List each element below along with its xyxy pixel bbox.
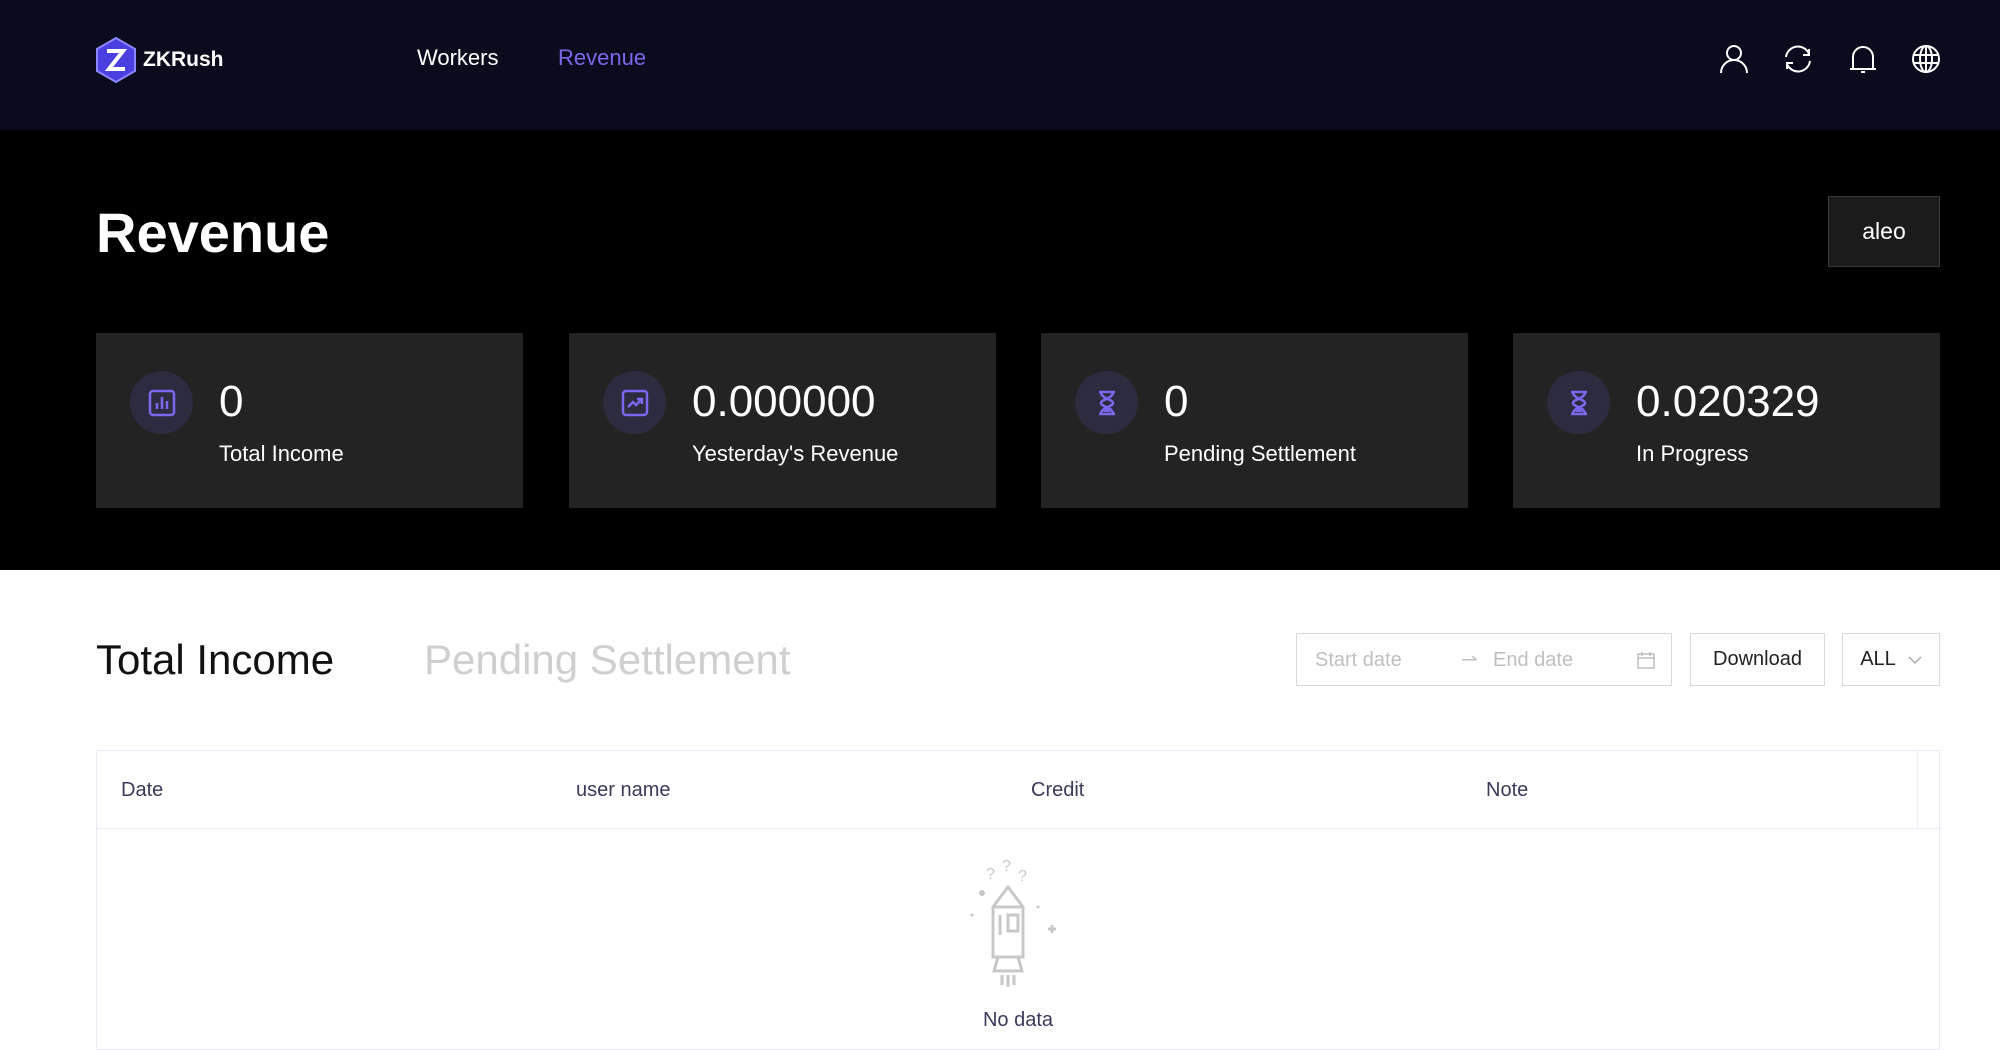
- bell-icon[interactable]: [1847, 43, 1879, 75]
- card-label: Total Income: [219, 441, 344, 466]
- date-range-picker[interactable]: Start date ⇀ End date: [1296, 633, 1672, 686]
- start-date-input[interactable]: Start date: [1315, 649, 1402, 671]
- page-title: Revenue: [96, 201, 330, 264]
- column-date: Date: [121, 779, 164, 801]
- bar-chart-icon: [148, 389, 175, 416]
- nav-revenue[interactable]: Revenue: [558, 45, 647, 70]
- tab-total-income[interactable]: Total Income: [96, 636, 335, 683]
- column-credit: Credit: [1031, 779, 1085, 801]
- logo[interactable]: ZKRush: [95, 37, 224, 83]
- card-value: 0.000000: [692, 377, 876, 426]
- summary-section: Revenue aleo 0 Total Income 0.000000 Yes…: [0, 130, 2000, 570]
- card-total-income: 0 Total Income: [96, 333, 523, 508]
- table-header: Date user name Credit Note: [97, 751, 1939, 829]
- trend-up-icon: [621, 389, 648, 416]
- coin-selector[interactable]: aleo: [1828, 196, 1940, 267]
- hourglass-icon: [1098, 390, 1115, 415]
- type-select-value: ALL: [1860, 648, 1896, 670]
- chevron-down-icon: [1908, 655, 1922, 664]
- card-in-progress: 0.020329 In Progress: [1513, 333, 1940, 508]
- globe-icon[interactable]: [1910, 43, 1942, 75]
- card-label: Yesterday's Revenue: [692, 441, 899, 466]
- income-table: Date user name Credit Note ??? No data: [96, 750, 1940, 1050]
- type-select[interactable]: ALL: [1842, 633, 1940, 686]
- calendar-icon: [1637, 652, 1655, 669]
- zkrush-logo-icon: [96, 37, 136, 83]
- hourglass-icon: [1570, 390, 1587, 415]
- card-pending-settlement: 0 Pending Settlement: [1041, 333, 1468, 508]
- svg-text:?: ?: [1002, 858, 1011, 875]
- user-icon[interactable]: [1718, 43, 1750, 75]
- card-value: 0: [1164, 377, 1189, 426]
- empty-rocket-icon: ???: [970, 858, 1056, 987]
- card-label: Pending Settlement: [1164, 441, 1357, 466]
- download-button[interactable]: Download: [1690, 633, 1825, 686]
- top-nav: ZKRush Workers Revenue: [0, 0, 2000, 130]
- svg-text:?: ?: [986, 866, 995, 883]
- empty-state-text: No data: [982, 1009, 1054, 1031]
- refresh-icon[interactable]: [1782, 43, 1814, 75]
- card-value: 0.020329: [1636, 377, 1820, 426]
- column-user-name: user name: [576, 779, 671, 801]
- end-date-input[interactable]: End date: [1493, 649, 1574, 671]
- tab-pending-settlement[interactable]: Pending Settlement: [424, 636, 791, 683]
- svg-text:?: ?: [1018, 868, 1027, 885]
- nav-workers[interactable]: Workers: [417, 45, 499, 70]
- card-value: 0: [219, 377, 244, 426]
- arrow-right-icon: ⇀: [1461, 649, 1478, 671]
- scrollbar-gutter: [1917, 751, 1918, 829]
- card-label: In Progress: [1636, 441, 1749, 466]
- column-note: Note: [1486, 779, 1529, 801]
- card-yesterday-revenue: 0.000000 Yesterday's Revenue: [569, 333, 996, 508]
- brand-name: ZKRush: [143, 48, 224, 71]
